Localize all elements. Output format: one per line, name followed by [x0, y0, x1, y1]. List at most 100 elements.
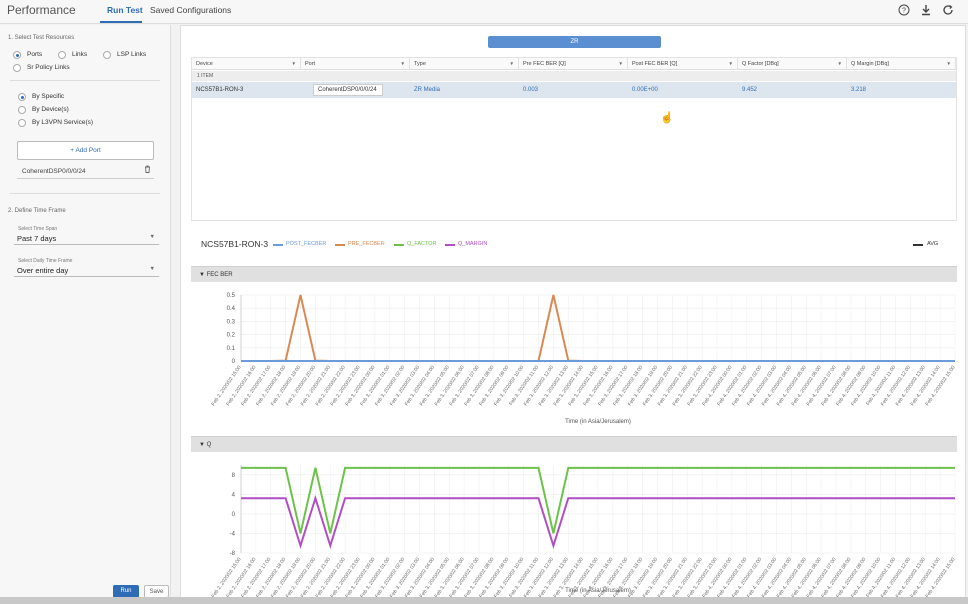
table-row[interactable]: NCS57B1-RON-3 CoherentDSP0/0/0/24 ZR Med… [192, 82, 956, 98]
chevron-down-icon: ▼ [946, 61, 951, 66]
legend-avg[interactable]: AVG [927, 241, 939, 247]
series-line-q-factor [241, 466, 955, 534]
chevron-down-icon: ▼ [149, 266, 155, 272]
daily-time-frame-select[interactable]: Select Daily Time Frame Over entire day … [14, 257, 159, 277]
test-config-panel: 1. Select Test Resources Ports Links LSP… [0, 25, 171, 601]
chevron-down-icon: ▼ [728, 61, 733, 66]
radio-sr-policy-links-label: Sr Policy Links [27, 64, 70, 71]
cell-q-margin[interactable]: 3.218 [851, 87, 867, 93]
radio-ports[interactable] [13, 51, 21, 59]
cell-device: NCS57B1-RON-3 [196, 87, 244, 93]
chevron-down-icon: ▼ [837, 61, 842, 66]
cell-post-fec[interactable]: 0.00E+00 [632, 87, 658, 93]
add-port-button[interactable]: + Add Port [17, 141, 154, 160]
radio-links[interactable] [58, 51, 66, 59]
cell-type[interactable]: ZR Media [414, 87, 441, 93]
radio-by-l3vpn[interactable] [18, 119, 26, 127]
legend-swatch-avg [913, 244, 923, 246]
col-port[interactable]: Port ▼ [301, 58, 410, 70]
chevron-down-icon: ▼ [149, 234, 155, 240]
selected-port-item: CoherentDSP0/0/0/24 [17, 164, 154, 179]
collapse-icon: ▼ [199, 272, 205, 278]
radio-lsp-links[interactable] [103, 51, 111, 59]
col-pre-fec[interactable]: Pre FEC BER [Q] ▼ [519, 58, 628, 70]
add-port-label: Add Port [75, 147, 101, 154]
y-tick-label: 0.5 [227, 293, 236, 299]
svg-text:?: ? [902, 8, 906, 15]
y-tick-label: 0 [232, 359, 236, 365]
q-panel-header[interactable]: ▼ Q [191, 436, 957, 452]
legend-swatch-q-margin [445, 244, 455, 246]
tab-run-test[interactable]: Run Test [107, 5, 143, 15]
col-q-factor[interactable]: Q Factor [DBq] ▼ [738, 58, 847, 70]
x-axis-label: Time (in Asia/Jerusalem) [565, 588, 631, 594]
radio-lsp-links-label: LSP Links [117, 51, 147, 58]
item-count: 1 ITEM [192, 71, 956, 81]
series-line-q-margin [241, 494, 955, 550]
hand-cursor-icon: ☝ [660, 112, 674, 124]
y-tick-label: 0.4 [227, 306, 236, 312]
collapse-icon: ▼ [199, 442, 205, 448]
col-pre-fec-label: Pre FEC BER [Q] [523, 61, 566, 67]
plus-icon: + [70, 147, 75, 154]
divider [10, 193, 160, 194]
chevron-down-icon: ▼ [618, 61, 623, 66]
legend-post-fecber[interactable]: POST_FECBER [286, 241, 327, 247]
q-title: Q [206, 442, 212, 448]
cell-q-factor[interactable]: 9.452 [742, 87, 758, 93]
daily-time-frame-label: Select Daily Time Frame [18, 258, 73, 264]
chevron-down-icon: ▼ [509, 61, 514, 66]
tab-active-indicator [100, 21, 142, 23]
run-button[interactable]: Run [113, 585, 139, 598]
y-tick-label: 0.1 [227, 346, 236, 352]
fec-ber-title: FEC BER [206, 272, 233, 278]
section-define-time-frame: 2. Define Time Frame [8, 208, 66, 214]
y-tick-label: 8 [232, 473, 236, 479]
zr-group-label[interactable]: ZR [488, 36, 661, 48]
radio-by-devices[interactable] [18, 106, 26, 114]
col-type-label: Type [414, 61, 426, 67]
legend-swatch-pre-fecber [335, 244, 345, 246]
time-span-value: Past 7 days [17, 234, 57, 243]
daily-time-frame-value: Over entire day [17, 266, 69, 275]
col-post-fec-label: Post FEC BER [Q] [632, 61, 678, 67]
cell-pre-fec[interactable]: 0.003 [523, 87, 539, 93]
col-device[interactable]: Device ▼ [192, 58, 301, 70]
time-span-label: Select Time Span [18, 226, 58, 232]
cell-port: CoherentDSP0/0/0/24 [313, 84, 383, 96]
chart-legend: NCS57B1-RON-3 POST_FECBER PRE_FECBER Q_F… [201, 239, 957, 251]
help-icon[interactable]: ? [897, 4, 910, 17]
radio-by-devices-label: By Device(s) [32, 106, 69, 113]
col-q-margin[interactable]: Q Margin [DBq] ▼ [847, 58, 956, 70]
section-select-resources: 1. Select Test Resources [8, 35, 75, 41]
col-q-factor-label: Q Factor [DBq] [742, 61, 779, 67]
legend-q-margin[interactable]: Q_MARGIN [458, 241, 488, 247]
radio-ports-label: Ports [27, 51, 43, 58]
col-type[interactable]: Type ▼ [410, 58, 519, 70]
fec-ber-panel-header[interactable]: ▼ FEC BER [191, 266, 957, 282]
col-post-fec[interactable]: Post FEC BER [Q] ▼ [628, 58, 738, 70]
top-bar: Performance Run Test Saved Configuration… [0, 0, 968, 24]
save-button[interactable]: Save [144, 585, 169, 598]
y-tick-label: -4 [230, 531, 236, 537]
selected-port-name: CoherentDSP0/0/0/24 [22, 168, 86, 175]
col-port-label: Port [305, 61, 316, 67]
trash-icon[interactable] [144, 164, 151, 179]
time-span-select[interactable]: Select Time Span Past 7 days ▼ [14, 225, 159, 245]
radio-by-specific[interactable] [18, 93, 26, 101]
results-table: Device ▼ Port ▼ Type ▼ Pre FEC BER [Q] ▼ Pos… [191, 57, 957, 221]
radio-links-label: Links [72, 51, 88, 58]
download-icon[interactable] [919, 4, 932, 17]
horizontal-scrollbar[interactable] [0, 597, 968, 604]
legend-swatch-q-factor [394, 244, 404, 246]
y-tick-label: 0.2 [227, 333, 236, 339]
y-tick-label: -8 [230, 551, 236, 557]
legend-pre-fecber[interactable]: PRE_FECBER [348, 241, 385, 247]
radio-sr-policy-links[interactable] [13, 64, 21, 72]
legend-q-factor[interactable]: Q_FACTOR [407, 241, 437, 247]
refresh-icon[interactable] [941, 4, 954, 17]
tab-saved-configurations[interactable]: Saved Configurations [150, 5, 232, 15]
chevron-down-icon: ▼ [291, 61, 296, 66]
